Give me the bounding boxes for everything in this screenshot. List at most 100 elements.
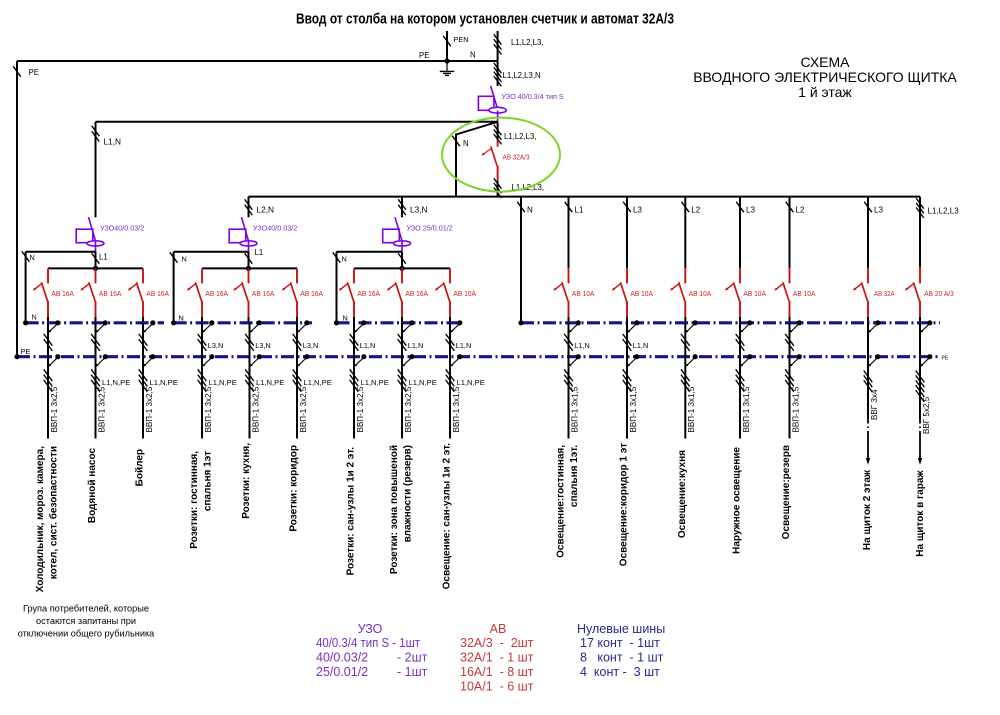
svg-text:L1,L2,L3: L1,L2,L3 <box>928 207 960 216</box>
svg-text:17 конт - 1шт: 17 конт - 1шт <box>580 636 660 650</box>
svg-text:Водяной насос: Водяной насос <box>87 448 98 524</box>
svg-text:L3,N: L3,N <box>410 205 428 215</box>
svg-text:спальня 1эт.: спальня 1эт. <box>569 445 580 507</box>
svg-text:Освещение:кухня: Освещение:кухня <box>677 450 688 538</box>
svg-text:спальня 1эт: спальня 1эт <box>202 451 213 511</box>
svg-text:АВ 10А: АВ 10А <box>793 291 816 298</box>
svg-text:L1,N,PE: L1,N,PE <box>102 378 130 387</box>
svg-text:ВВП-1 3х2,5: ВВП-1 3х2,5 <box>145 386 154 432</box>
svg-text:L1,N: L1,N <box>456 341 471 350</box>
svg-text:- 2шт: - 2шт <box>397 651 428 665</box>
svg-text:L3,N: L3,N <box>255 341 270 350</box>
svg-text:N: N <box>30 253 35 262</box>
svg-text:PE: PE <box>29 68 39 77</box>
svg-text:L3: L3 <box>633 206 642 215</box>
svg-text:ВВП-1 3х1,5: ВВП-1 3х1,5 <box>742 386 751 432</box>
svg-text:ВВП-1 3х1,5: ВВП-1 3х1,5 <box>687 386 696 432</box>
svg-text:L1,N: L1,N <box>408 341 423 350</box>
svg-text:N: N <box>342 255 347 264</box>
svg-text:N: N <box>179 314 184 323</box>
svg-text:L2: L2 <box>796 206 805 215</box>
svg-text:ВВП-1 3х2,5: ВВП-1 3х2,5 <box>299 386 308 432</box>
svg-text:Розетки: кухня,: Розетки: кухня, <box>241 443 252 519</box>
svg-text:L3: L3 <box>746 206 755 215</box>
svg-text:25/0.01/2: 25/0.01/2 <box>316 665 368 679</box>
svg-text:Розетки: зона повышеной: Розетки: зона повышеной <box>389 445 400 574</box>
svg-text:L1,L2,L3,: L1,L2,L3, <box>511 38 544 47</box>
svg-text:L1,N,PE: L1,N,PE <box>150 378 178 387</box>
svg-text:PEN: PEN <box>454 35 469 44</box>
svg-text:Нулевые шины: Нулевые шины <box>577 622 665 636</box>
svg-text:АВ 16А: АВ 16А <box>252 291 275 298</box>
svg-text:Розетки: коридор: Розетки: коридор <box>289 445 300 532</box>
svg-text:АВ 16А: АВ 16А <box>51 291 74 298</box>
svg-text:L1,N: L1,N <box>104 137 122 147</box>
svg-text:УЗО 40/0.3/4 тип S: УЗО 40/0.3/4 тип S <box>502 92 564 101</box>
svg-text:ВВП-1 3х2,5: ВВП-1 3х2,5 <box>251 386 260 432</box>
svg-text:Розетки: сан-узлы 1и 2 эт.: Розетки: сан-узлы 1и 2 эт. <box>346 447 357 576</box>
svg-text:ВВП-1 3х2,5: ВВП-1 3х2,5 <box>356 386 365 432</box>
svg-text:отключении общего рубильника: отключении общего рубильника <box>18 629 155 639</box>
svg-text:N: N <box>470 51 476 60</box>
svg-text:L2,N: L2,N <box>257 205 275 215</box>
svg-text:N: N <box>527 206 533 215</box>
svg-text:N: N <box>463 139 469 148</box>
svg-text:L3,N: L3,N <box>303 341 318 350</box>
svg-text:АВ 16А: АВ 16А <box>99 291 122 298</box>
svg-text:PE: PE <box>942 355 949 361</box>
svg-text:АВ 10А: АВ 10А <box>572 291 595 298</box>
svg-text:ВВП-1 3х1,5: ВВП-1 3х1,5 <box>629 386 638 432</box>
svg-text:АВ 16А: АВ 16А <box>300 291 323 298</box>
svg-text:L1,L2,L3,: L1,L2,L3, <box>504 132 537 141</box>
svg-text:N: N <box>32 313 37 322</box>
svg-text:ВВП-1 3х2,5: ВВП-1 3х2,5 <box>97 386 106 432</box>
svg-text:АВ: АВ <box>490 622 507 636</box>
svg-text:L1,N,PE: L1,N,PE <box>209 378 237 387</box>
svg-text:32А/1 - 1 шт: 32А/1 - 1 шт <box>460 651 534 665</box>
svg-text:Освещение:гостинная,: Освещение:гостинная, <box>556 445 567 558</box>
svg-text:АВ 32А: АВ 32А <box>874 291 895 298</box>
svg-text:Бойлер: Бойлер <box>135 449 146 486</box>
svg-text:Освещение:резерв: Освещение:резерв <box>781 445 792 539</box>
svg-text:АВ 10А: АВ 10А <box>630 291 653 298</box>
svg-text:УЗО40/0.03/2: УЗО40/0.03/2 <box>253 224 297 233</box>
svg-text:ВВП-1 3х2,5: ВВП-1 3х2,5 <box>50 386 59 432</box>
svg-text:ВВП-1 3х1,5: ВВП-1 3х1,5 <box>791 386 800 432</box>
svg-text:L1: L1 <box>575 206 584 215</box>
svg-text:L1,N,PE: L1,N,PE <box>409 378 437 387</box>
svg-text:котел, сист. безопастности: котел, сист. безопастности <box>47 446 59 579</box>
svg-text:Наружное освещение: Наружное освещение <box>732 447 743 554</box>
svg-text:ВВП-1 3х1,5: ВВП-1 3х1,5 <box>570 386 579 432</box>
svg-text:L1: L1 <box>255 248 264 257</box>
svg-text:ВВГ 3х4: ВВГ 3х4 <box>870 389 879 420</box>
svg-text:ВВП-1 3х2,5: ВВП-1 3х2,5 <box>204 386 213 432</box>
svg-text:40/0.03/2: 40/0.03/2 <box>316 651 368 665</box>
svg-text:АВ 16А: АВ 16А <box>205 291 228 298</box>
svg-text:Освещение: сан-узлы 1и 2 эт.: Освещение: сан-узлы 1и 2 эт. <box>442 443 453 590</box>
svg-text:АВ 32А/3: АВ 32А/3 <box>503 155 530 162</box>
svg-text:АВ 16А: АВ 16А <box>357 291 380 298</box>
svg-text:АВ 20 А/3: АВ 20 А/3 <box>924 291 954 298</box>
svg-text:УЗО 25/0.01/2: УЗО 25/0.01/2 <box>407 224 453 233</box>
svg-text:Ввод от столба на котором уста: Ввод от столба на котором установлен сче… <box>296 12 674 28</box>
svg-text:Холодильник, мороз. камера,: Холодильник, мороз. камера, <box>35 446 46 593</box>
svg-text:L1,N: L1,N <box>574 341 589 350</box>
svg-text:L1,N: L1,N <box>633 341 648 350</box>
svg-text:L3: L3 <box>874 206 883 215</box>
svg-text:влажности (резерв): влажности (резерв) <box>402 445 413 542</box>
svg-text:8 конт - 1 шт: 8 конт - 1 шт <box>580 651 664 665</box>
svg-text:N: N <box>343 314 348 323</box>
svg-text:L1,N,PE: L1,N,PE <box>304 378 332 387</box>
svg-text:L1,N,PE: L1,N,PE <box>256 378 284 387</box>
svg-text:ВВГ 5х2,5: ВВГ 5х2,5 <box>922 396 931 434</box>
svg-text:4 конт - 3 шт: 4 конт - 3 шт <box>580 665 660 679</box>
svg-text:УЗО: УЗО <box>358 622 383 636</box>
svg-text:ВВП-1 3х2,5: ВВП-1 3х2,5 <box>404 386 413 432</box>
svg-text:ВВОДНОГО ЭЛЕКТРИЧЕСКОГО ЩИТКА: ВВОДНОГО ЭЛЕКТРИЧЕСКОГО ЩИТКА <box>693 69 957 85</box>
svg-text:АВ 10А: АВ 10А <box>453 291 476 298</box>
svg-text:Розетки: гостинная,: Розетки: гостинная, <box>189 451 200 549</box>
svg-text:L3,N: L3,N <box>208 341 223 350</box>
svg-text:- 1шт: - 1шт <box>397 665 428 679</box>
svg-text:L2: L2 <box>691 206 700 215</box>
svg-text:ВВП-1 3х1,5: ВВП-1 3х1,5 <box>452 386 461 432</box>
